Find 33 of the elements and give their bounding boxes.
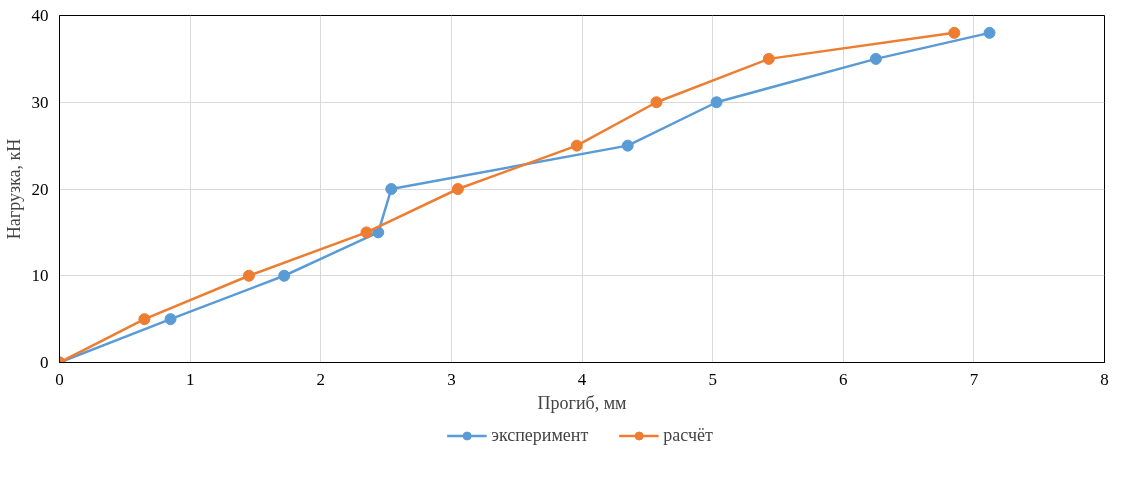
point bbox=[948, 26, 961, 39]
x-tick-label: 2 bbox=[316, 369, 325, 389]
point bbox=[278, 269, 291, 282]
x-axis-title: Прогиб, мм bbox=[537, 392, 627, 413]
point bbox=[869, 52, 882, 65]
x-tick-label: 8 bbox=[1100, 369, 1109, 389]
x-tick-label: 4 bbox=[577, 369, 587, 389]
y-axis-title: Нагрузка, кН bbox=[3, 138, 24, 240]
y-tick-label: 30 bbox=[31, 92, 49, 112]
x-tick-label: 3 bbox=[447, 369, 456, 389]
point bbox=[451, 183, 464, 195]
point bbox=[164, 313, 177, 326]
point bbox=[570, 139, 583, 152]
x-tick-label: 7 bbox=[969, 369, 979, 389]
point bbox=[983, 26, 996, 39]
y-tick-label: 20 bbox=[31, 179, 49, 199]
point bbox=[762, 52, 775, 65]
x-tick-label: 6 bbox=[839, 369, 848, 389]
y-tick-label: 40 bbox=[31, 6, 49, 25]
point bbox=[360, 226, 373, 239]
point bbox=[138, 313, 151, 326]
point bbox=[621, 139, 634, 152]
point bbox=[710, 96, 723, 109]
y-tick-label: 10 bbox=[31, 266, 49, 286]
legend-label: эксперимент bbox=[491, 424, 589, 446]
x-tick-label: 5 bbox=[708, 369, 717, 389]
point bbox=[650, 96, 663, 109]
y-tick-label: 0 bbox=[40, 353, 49, 372]
x-tick-label: 0 bbox=[55, 369, 64, 389]
point bbox=[385, 183, 398, 195]
legend-label: расчёт bbox=[663, 424, 713, 446]
x-tick-label: 1 bbox=[185, 369, 195, 389]
point bbox=[242, 269, 255, 282]
